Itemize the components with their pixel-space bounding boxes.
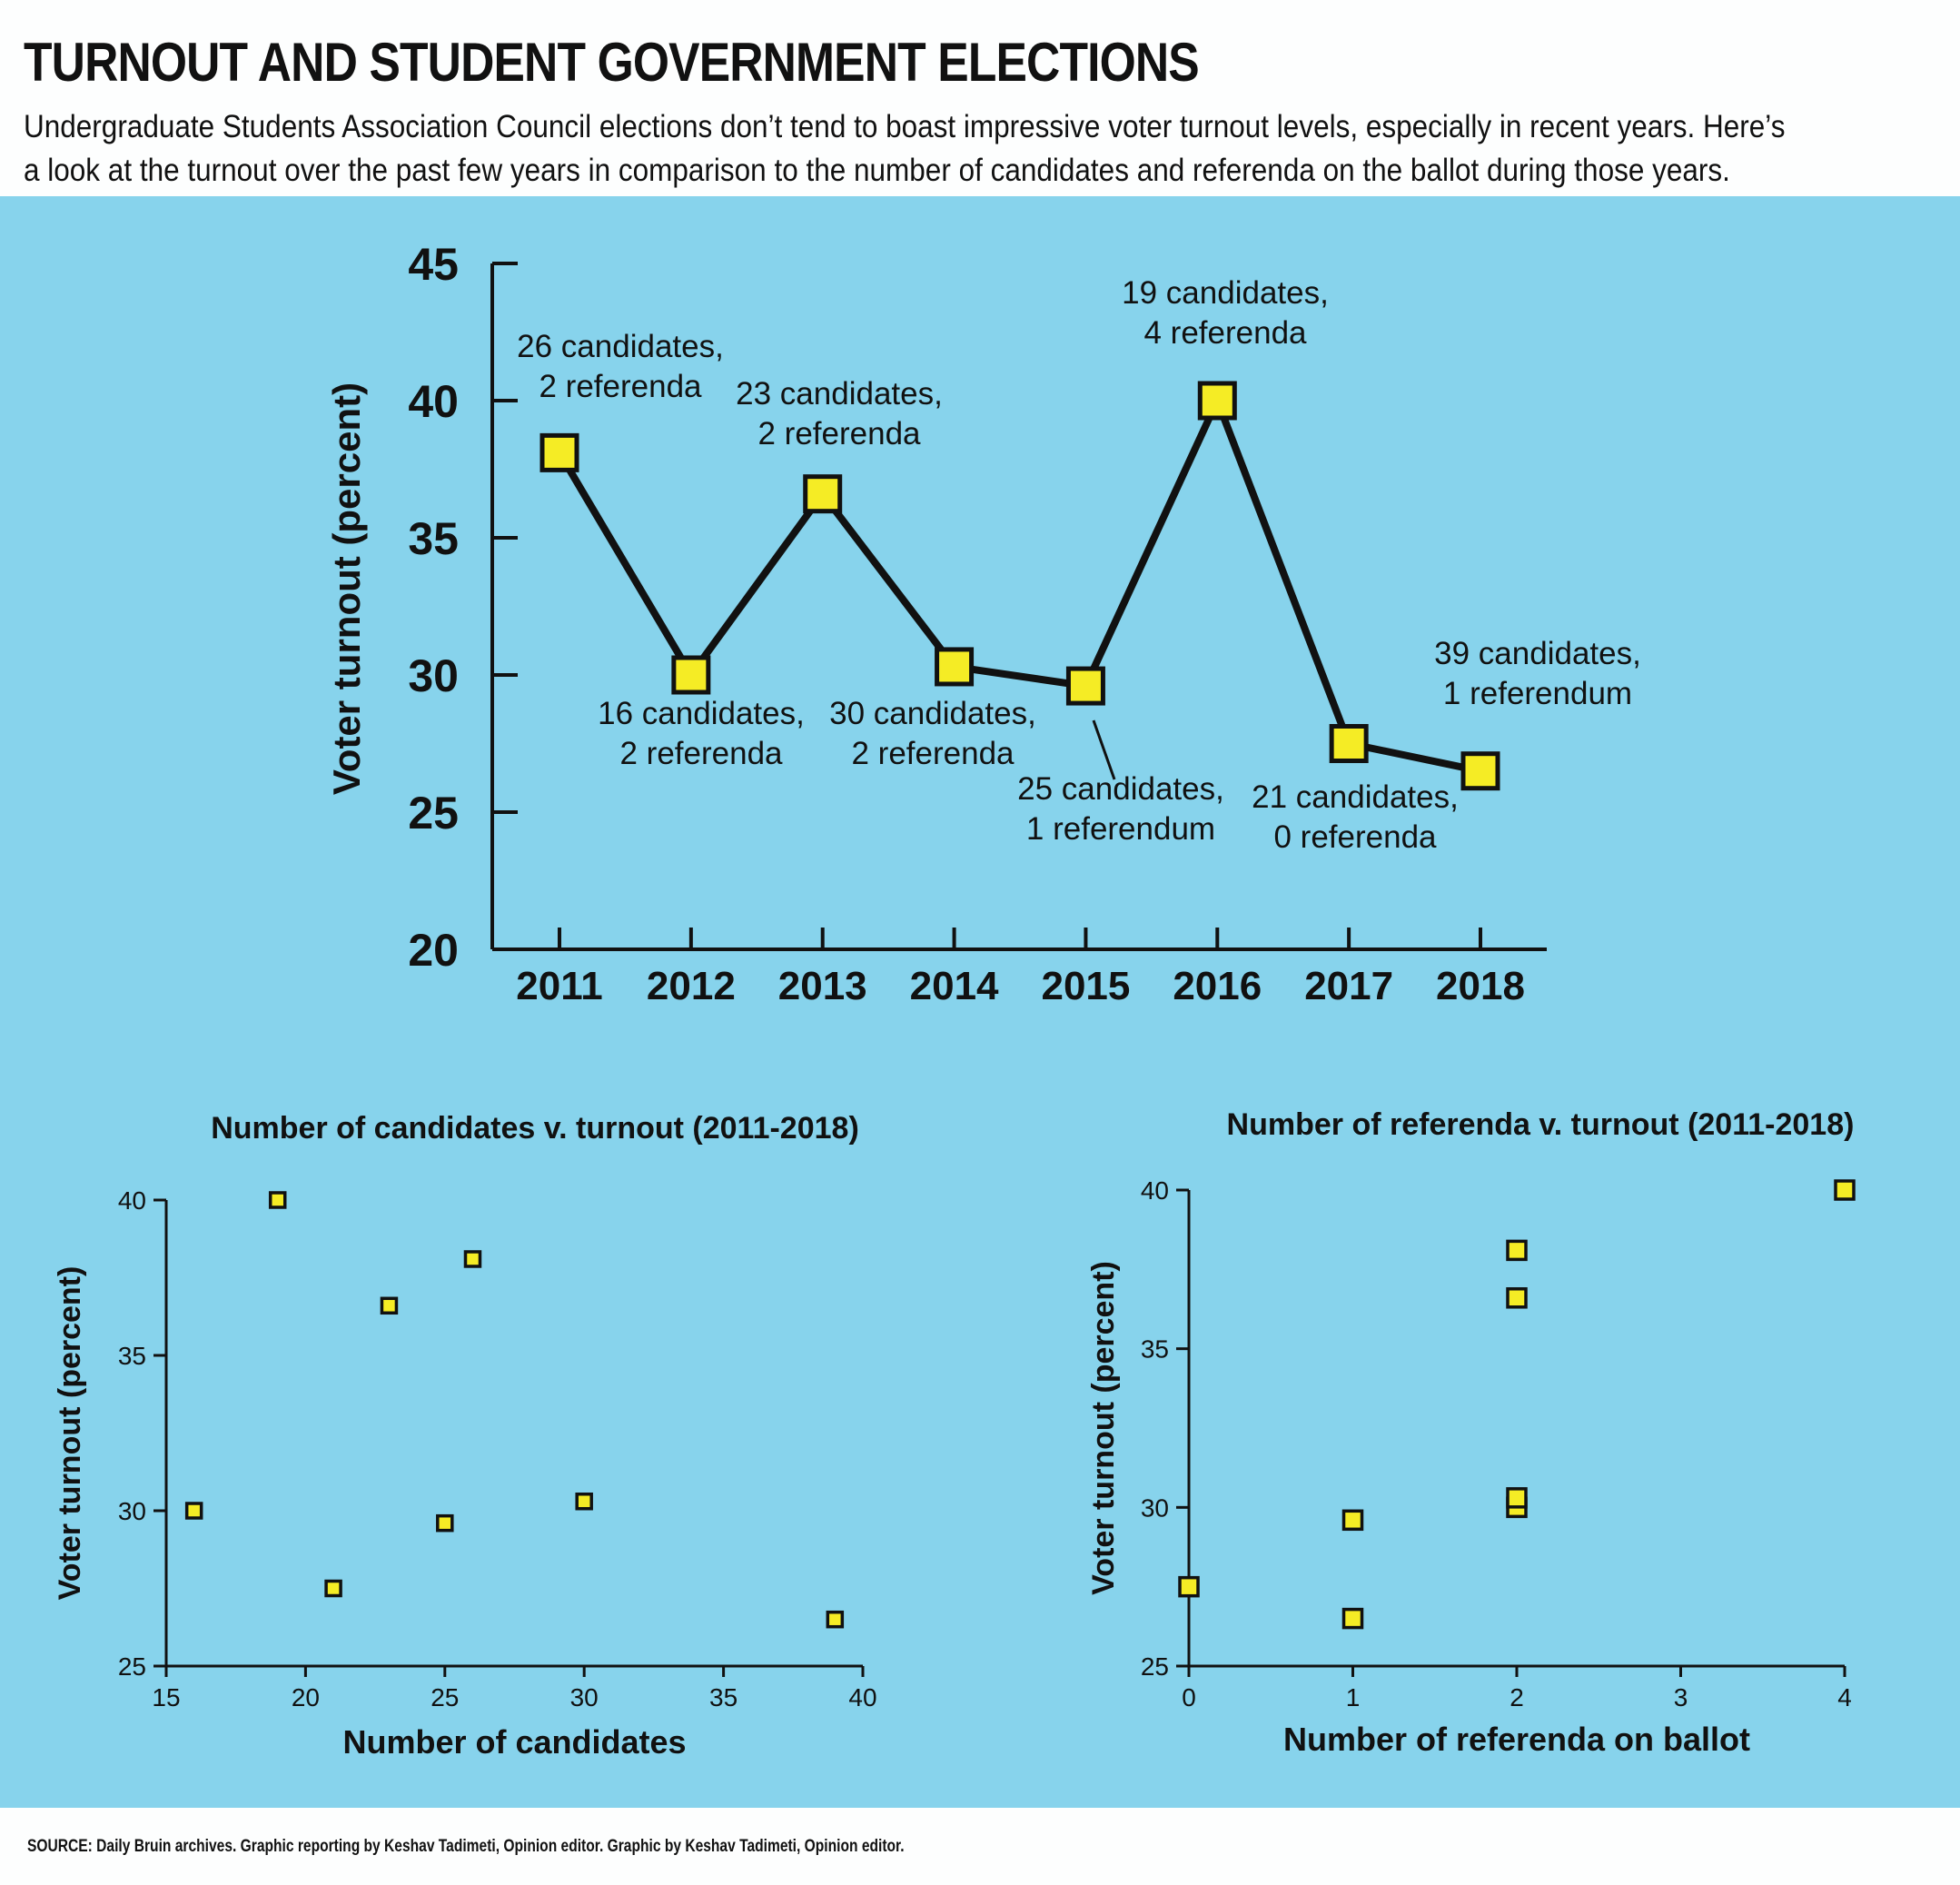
y-tick-label: 30	[118, 1497, 146, 1525]
x-tick-label: 2014	[910, 964, 999, 1008]
y-axis-label: Voter turnout (percent)	[1086, 1261, 1121, 1595]
scatter-point	[575, 1492, 593, 1511]
y-tick-label: 35	[1141, 1335, 1169, 1364]
data-point-2012	[671, 655, 711, 695]
annotation-line2: 4 referenda	[1143, 315, 1307, 351]
annotation-line1: 39 candidates,	[1434, 636, 1641, 671]
x-tick-label: 2015	[1041, 964, 1130, 1008]
y-tick-label: 40	[1141, 1176, 1169, 1205]
x-tick-label: 40	[848, 1683, 876, 1711]
y-tick-label: 20	[408, 925, 459, 976]
scatter-point	[1506, 1239, 1528, 1262]
scatter-point	[324, 1579, 342, 1598]
annotation-line1: 23 candidates,	[736, 376, 943, 412]
annotation-line2: 2 referenda	[757, 416, 921, 451]
x-tick-label: 35	[709, 1683, 737, 1711]
x-tick-label: 1	[1346, 1683, 1361, 1711]
subtitle-line-1: Undergraduate Students Association Counc…	[24, 109, 1786, 144]
x-tick-label: 2016	[1173, 964, 1262, 1008]
scatter-point	[1178, 1575, 1200, 1598]
chart-panel	[0, 196, 1960, 1808]
scatter-point	[184, 1502, 203, 1520]
x-tick-label: 20	[292, 1683, 320, 1711]
scatter-point	[1506, 1287, 1528, 1309]
y-tick-label: 45	[408, 239, 459, 290]
data-point-2018	[1460, 751, 1500, 791]
annotation-line1: 26 candidates,	[517, 329, 724, 364]
x-tick-label: 2	[1510, 1683, 1524, 1711]
annotation-line1: 25 candidates,	[1017, 771, 1224, 807]
data-point-2014	[935, 647, 975, 687]
annotation-line1: 21 candidates,	[1252, 779, 1459, 815]
data-point-2011	[539, 432, 579, 472]
x-tick-label: 3	[1674, 1683, 1688, 1711]
y-tick-label: 25	[118, 1652, 146, 1681]
annotation-line2: 1 referendum	[1443, 676, 1632, 711]
y-axis-label: Voter turnout (percent)	[53, 1266, 87, 1601]
y-tick-label: 25	[408, 788, 459, 838]
y-tick-label: 40	[408, 376, 459, 427]
chart-title: Number of referenda v. turnout (2011-201…	[1227, 1107, 1855, 1142]
scatter-point	[1834, 1179, 1856, 1201]
annotation-leader-line	[1092, 719, 1116, 780]
chart-title: Number of candidates v. turnout (2011-20…	[211, 1111, 859, 1146]
data-point-2015	[1065, 666, 1105, 706]
turnout-line	[556, 391, 1481, 775]
y-axis-label: Voter turnout (percent)	[325, 382, 368, 795]
annotation-line1: 19 candidates,	[1122, 275, 1329, 311]
x-tick-label: 4	[1837, 1683, 1852, 1711]
y-tick-label: 25	[1141, 1652, 1169, 1681]
x-axis-label: Number of candidates	[342, 1723, 686, 1761]
data-point-2013	[803, 474, 843, 514]
scatter-point	[268, 1191, 287, 1209]
annotation-line2: 1 referendum	[1026, 811, 1215, 847]
annotation-line2: 2 referenda	[619, 736, 783, 771]
x-tick-label: 2017	[1304, 964, 1393, 1008]
y-tick-label: 35	[408, 513, 459, 564]
page-title: TURNOUT AND STUDENT GOVERNMENT ELECTIONS	[24, 32, 1200, 93]
annotation-line1: 16 candidates,	[598, 696, 805, 731]
scatter-point	[1506, 1487, 1528, 1509]
scatter-point	[463, 1250, 482, 1268]
y-tick-label: 40	[118, 1186, 146, 1215]
annotation-line2: 2 referenda	[539, 369, 702, 404]
annotation-line2: 2 referenda	[851, 736, 1015, 771]
source-credit: SOURCE: Daily Bruin archives. Graphic re…	[27, 1837, 905, 1856]
y-tick-label: 30	[1141, 1493, 1169, 1522]
scatter-point	[436, 1513, 454, 1533]
scatter-point	[380, 1296, 399, 1315]
annotation-line1: 30 candidates,	[829, 696, 1036, 731]
x-tick-label: 30	[570, 1683, 599, 1711]
x-tick-label: 15	[152, 1683, 180, 1711]
annotation-line2: 0 referenda	[1273, 819, 1437, 855]
data-point-2017	[1329, 724, 1369, 763]
x-tick-label: 2011	[516, 964, 602, 1008]
data-point-2016	[1197, 381, 1237, 421]
x-tick-label: 2013	[778, 964, 867, 1008]
scatter-point	[1341, 1607, 1364, 1630]
scatter-point	[826, 1610, 845, 1629]
x-axis-label: Number of referenda on ballot	[1283, 1721, 1750, 1758]
x-tick-label: 2012	[647, 964, 736, 1008]
x-tick-label: 0	[1182, 1683, 1196, 1711]
x-tick-label: 2018	[1436, 964, 1525, 1008]
scatter-point	[1341, 1509, 1364, 1532]
y-tick-label: 30	[408, 650, 459, 701]
subtitle-line-2: a look at the turnout over the past few …	[24, 153, 1730, 188]
y-tick-label: 35	[118, 1342, 146, 1370]
x-tick-label: 25	[431, 1683, 459, 1711]
